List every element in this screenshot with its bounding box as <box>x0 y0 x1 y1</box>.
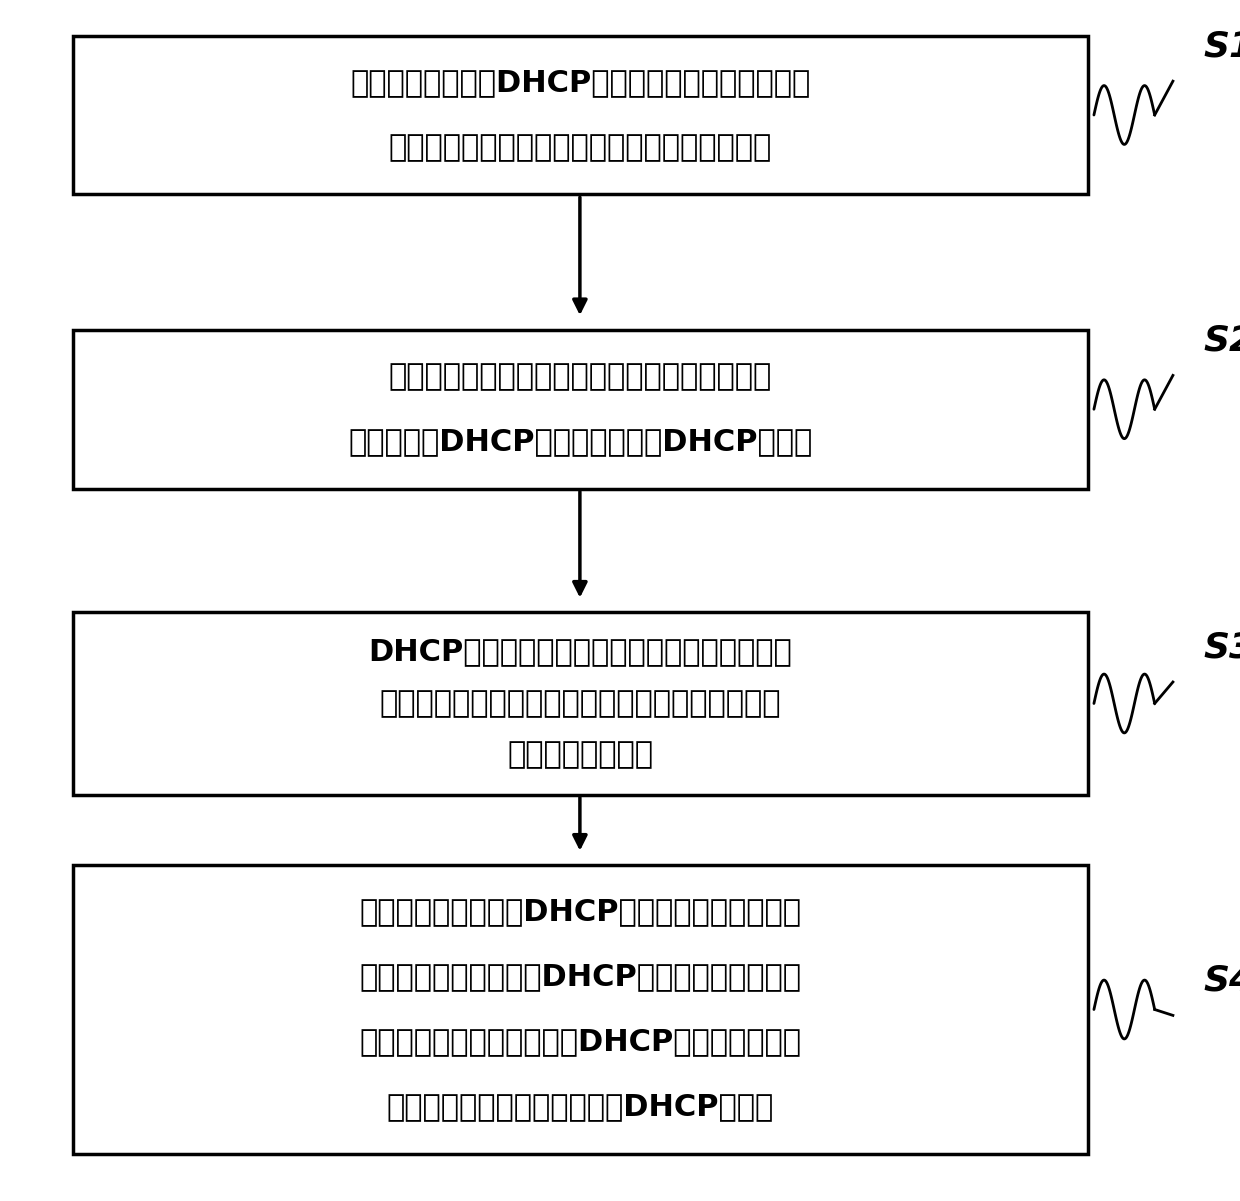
Text: DHCP服务器收到请求报文后，如果请求报文的: DHCP服务器收到请求报文后，如果请求报文的 <box>368 638 792 667</box>
Text: 块查询地址段空闲率最高的DHCP服务器，并将该: 块查询地址段空闲率最高的DHCP服务器，并将该 <box>360 1028 801 1057</box>
Text: 类型是地址分配报文，则查看本机所负责的地址段: 类型是地址分配报文，则查看本机所负责的地址段 <box>379 689 781 718</box>
Text: S1: S1 <box>1203 30 1240 64</box>
FancyBboxPatch shape <box>73 36 1087 195</box>
FancyBboxPatch shape <box>73 613 1087 795</box>
Text: S3: S3 <box>1203 631 1240 664</box>
Text: 中继服务器在接收到请求报文时，将该请求报文: 中继服务器在接收到请求报文时，将该请求报文 <box>389 362 773 392</box>
Text: 如果不存在空闲地址，DHCP服务器向所述调度模: 如果不存在空闲地址，DHCP服务器向所述调度模 <box>360 962 801 992</box>
Text: 调度模块记录每个DHCP服务器负责的地址段范围、: 调度模块记录每个DHCP服务器负责的地址段范围、 <box>351 67 811 97</box>
Text: 地址分配报文转发给查询到的DHCP服务器: 地址分配报文转发给查询到的DHCP服务器 <box>387 1093 774 1122</box>
Text: S4: S4 <box>1203 963 1240 998</box>
Text: S2: S2 <box>1203 324 1240 358</box>
FancyBboxPatch shape <box>73 330 1087 489</box>
Text: 是否存在空闲地址: 是否存在空闲地址 <box>507 740 653 770</box>
FancyBboxPatch shape <box>73 865 1087 1154</box>
Text: 每个地址段空闲的地址数量和已分配的地址信息: 每个地址段空闲的地址数量和已分配的地址信息 <box>389 133 773 162</box>
Text: 如果存在空闲地址，DHCP服务器直接进行分配；: 如果存在空闲地址，DHCP服务器直接进行分配； <box>360 897 801 926</box>
Text: 随机发送给DHCP集群的任意一台DHCP服务器: 随机发送给DHCP集群的任意一台DHCP服务器 <box>348 428 812 456</box>
